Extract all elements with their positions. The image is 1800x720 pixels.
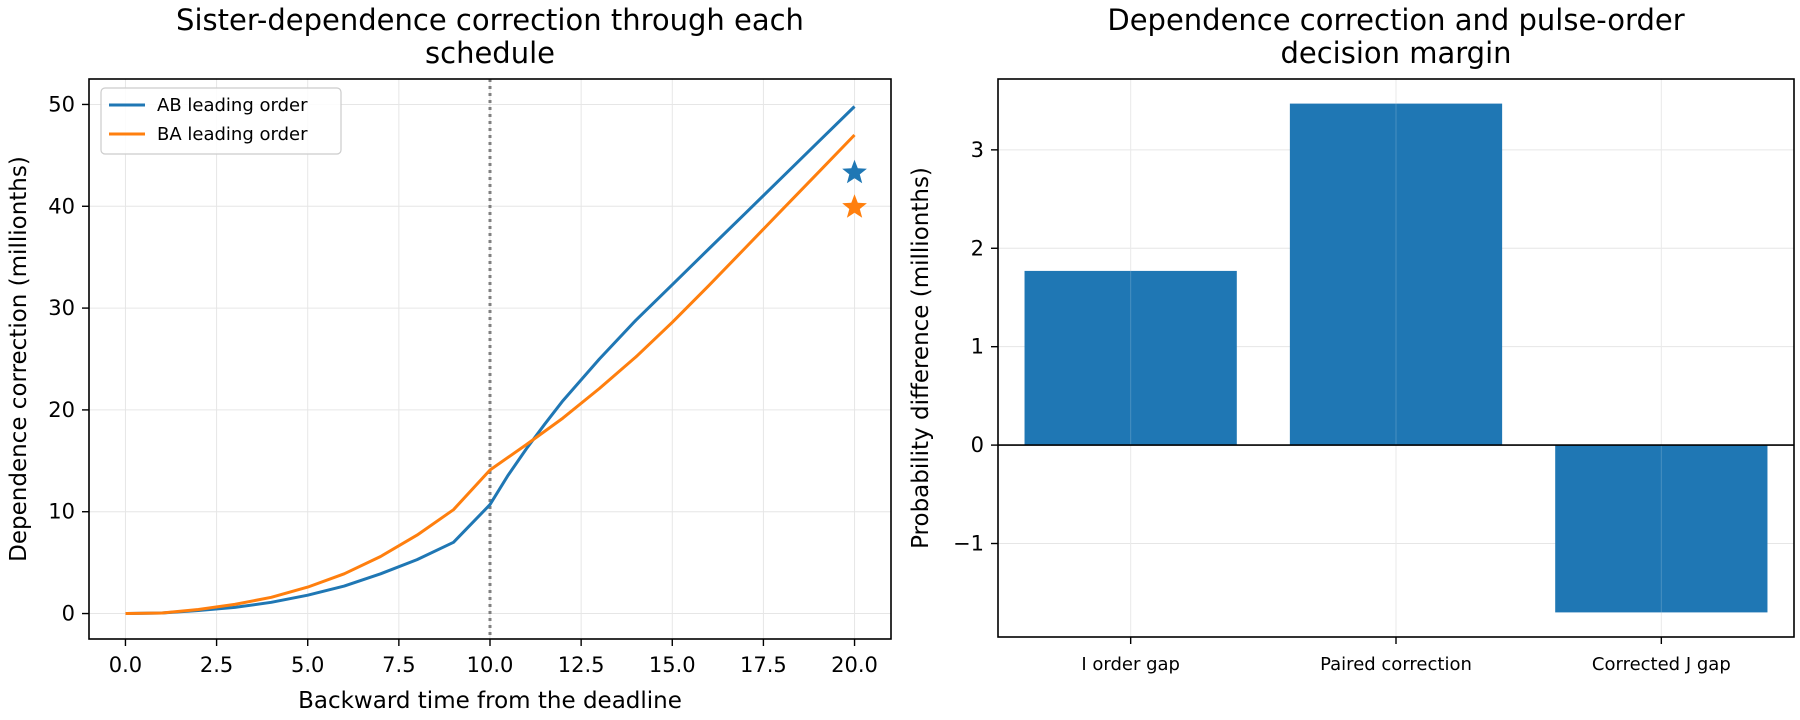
y-tick-label: 3 [971,138,984,162]
series-line-1 [125,133,856,615]
right-chart: Dependence correction and pulse-order dec… [908,3,1795,675]
title-line: Sister-dependence correction through eac… [176,3,804,37]
left-x-label: Backward time from the deadline [298,688,682,714]
y-tick-label: −1 [953,532,984,556]
category-label: I order gap [1081,654,1180,675]
x-tick-label: 17.5 [740,653,787,677]
legend-label-0: AB leading order [157,95,308,116]
left-series [125,105,856,615]
y-tick-label: 0 [971,433,984,457]
left-markers [842,159,867,218]
right-bars [1024,79,1768,637]
right-x-ticks: I order gap Paired correction Corrected J … [1081,637,1731,675]
left-y-label: Dependence correction (millionths) [6,156,32,562]
left-chart-title: Sister-dependence correction through eac… [176,3,804,70]
y-tick-label: 30 [48,296,75,320]
y-tick-label: 20 [48,398,75,422]
legend-box [100,87,342,155]
x-tick-label: 15.0 [649,653,696,677]
right-y-label: Probability difference (millionths) [908,167,934,549]
x-tick-label: 20.0 [831,653,878,677]
y-tick-label: 10 [48,500,75,524]
legend-label-1: BA leading order [157,124,308,145]
bar-0 [1024,270,1237,446]
x-tick-label: 0.0 [109,653,142,677]
x-tick-label: 7.5 [382,653,415,677]
right-chart-title: Dependence correction and pulse-order dec… [1107,3,1684,70]
left-x-ticks: 0.0 2.5 5.0 7.5 10.0 12.5 15.0 17.5 20.0 [109,639,878,677]
x-tick-label: 12.5 [558,653,605,677]
category-label: Paired correction [1320,654,1472,675]
star-marker-0 [842,159,867,184]
y-tick-label: 0 [62,602,75,626]
star-marker-1 [842,194,867,218]
series-line-0 [125,105,856,615]
left-legend: AB leading order BA leading order [100,87,342,155]
y-tick-label: 40 [48,194,75,218]
category-label: Corrected J gap [1592,654,1731,675]
left-y-ticks: 0 10 20 30 40 50 [48,92,89,626]
x-tick-label: 5.0 [291,653,324,677]
y-tick-label: 1 [971,335,984,359]
title-line: decision margin [1280,36,1511,70]
title-line: schedule [425,36,555,70]
y-tick-label: 2 [971,236,984,260]
right-y-ticks: −1 0 1 2 3 [953,138,998,556]
title-line: Dependence correction and pulse-order [1107,3,1684,37]
bar-1 [1289,103,1503,446]
y-tick-label: 50 [48,92,75,116]
x-tick-label: 2.5 [200,653,233,677]
x-tick-label: 10.0 [467,653,514,677]
left-chart: Sister-dependence correction through eac… [6,3,892,714]
bar-2 [1555,445,1768,613]
